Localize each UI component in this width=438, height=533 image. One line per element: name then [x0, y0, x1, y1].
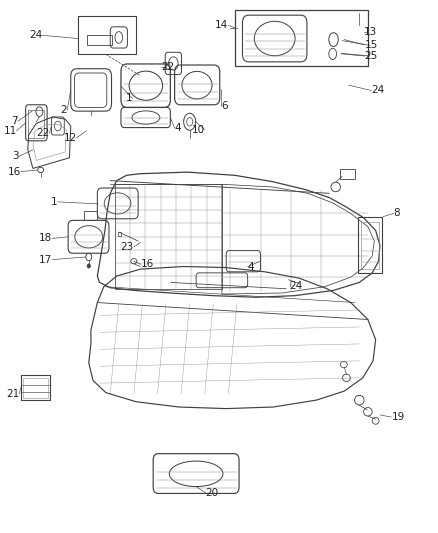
- Text: 22: 22: [36, 128, 49, 139]
- Bar: [78, 16, 136, 54]
- Bar: [114, 184, 222, 289]
- Bar: [84, 211, 97, 220]
- Bar: [235, 11, 368, 66]
- Bar: [23, 378, 48, 398]
- Text: 24: 24: [290, 281, 303, 291]
- Text: 23: 23: [120, 242, 134, 252]
- Ellipse shape: [87, 264, 91, 268]
- Text: 1: 1: [51, 197, 58, 207]
- Text: 17: 17: [39, 255, 52, 264]
- Bar: [87, 35, 113, 45]
- Bar: [118, 231, 121, 236]
- Text: 22: 22: [161, 62, 174, 72]
- Text: 18: 18: [39, 233, 52, 244]
- Text: 14: 14: [215, 20, 228, 30]
- Text: 11: 11: [4, 126, 17, 136]
- Text: 16: 16: [141, 260, 155, 269]
- Bar: [28, 110, 44, 138]
- Text: 8: 8: [394, 208, 400, 219]
- Text: 1: 1: [126, 93, 133, 103]
- Bar: [340, 169, 355, 179]
- Text: 24: 24: [371, 85, 385, 95]
- Text: 19: 19: [392, 412, 405, 422]
- Text: 16: 16: [7, 167, 21, 176]
- Text: 20: 20: [205, 488, 219, 498]
- Text: 4: 4: [247, 262, 254, 271]
- Text: 6: 6: [221, 101, 228, 111]
- Text: 25: 25: [364, 51, 378, 61]
- Text: 15: 15: [364, 40, 378, 50]
- Text: 24: 24: [29, 30, 42, 41]
- Text: 7: 7: [11, 116, 18, 126]
- Text: 21: 21: [6, 389, 19, 399]
- Text: 4: 4: [175, 123, 181, 133]
- Text: 10: 10: [191, 125, 205, 135]
- Bar: [358, 217, 382, 273]
- Text: 2: 2: [61, 105, 67, 115]
- Text: 3: 3: [13, 151, 19, 161]
- Text: 12: 12: [64, 133, 77, 143]
- Bar: [21, 375, 50, 400]
- Text: 13: 13: [364, 27, 377, 37]
- Bar: [360, 222, 379, 269]
